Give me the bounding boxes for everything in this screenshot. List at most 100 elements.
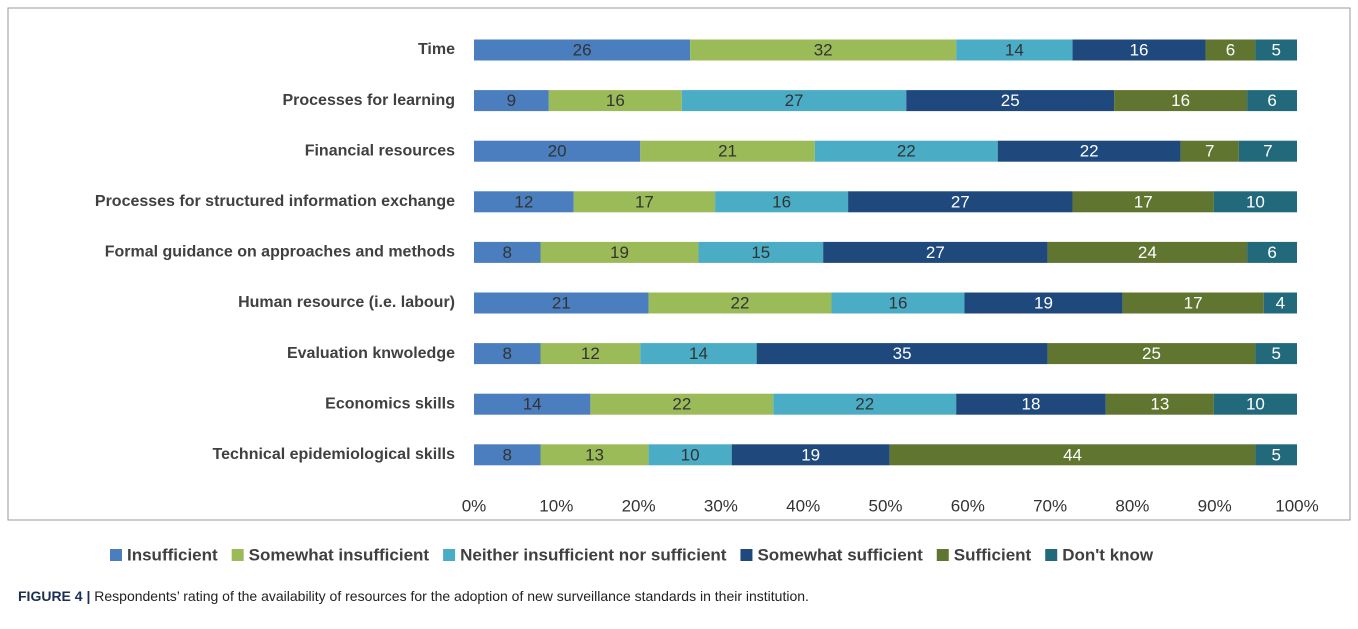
bar-segment: [1255, 343, 1297, 365]
bar-segment: [1205, 39, 1256, 61]
legend-swatch: [936, 549, 949, 561]
bar-segment: [474, 292, 649, 314]
data-label: 44: [1063, 445, 1082, 464]
bar-segment: [1263, 292, 1297, 314]
category-label: Formal guidance on approaches and method…: [105, 244, 455, 261]
legend-label: Neither insufficient nor sufficient: [460, 545, 727, 564]
bar-segment: [1072, 191, 1214, 213]
bar-segment: [648, 444, 732, 466]
bar-segment: [540, 343, 641, 365]
data-label: 27: [951, 192, 970, 211]
bar-segment: [773, 393, 957, 415]
category-label: Human resource (i.e. labour): [238, 294, 455, 311]
category-label: Technical epidemiological skills: [213, 446, 456, 463]
data-label: 24: [1138, 243, 1157, 262]
data-label: 18: [1022, 395, 1041, 414]
x-tick-label: 20%: [622, 496, 656, 515]
bar-segment: [540, 241, 699, 263]
bar-segment: [590, 393, 774, 415]
data-label: 25: [1142, 344, 1161, 363]
bar-segment: [474, 39, 691, 61]
legend-label: Somewhat insufficient: [249, 545, 430, 564]
bar-segment: [640, 140, 815, 162]
legend-swatch: [740, 549, 753, 561]
data-label: 25: [1001, 91, 1020, 110]
data-label: 12: [581, 344, 600, 363]
bar-segment: [474, 444, 541, 466]
x-tick-label: 50%: [868, 496, 902, 515]
data-label: 14: [689, 344, 708, 363]
bar-segment: [823, 241, 1048, 263]
data-label: 17: [1184, 293, 1203, 312]
data-label: 21: [552, 293, 571, 312]
bar-segment: [474, 343, 541, 365]
bar-segment: [690, 39, 957, 61]
legend-swatch: [110, 549, 122, 561]
bar-segment: [956, 39, 1073, 61]
bar-segment: [756, 343, 1048, 365]
data-label: 17: [1134, 192, 1153, 211]
bar-segment: [540, 444, 649, 466]
data-label: 10: [1246, 192, 1265, 211]
bar-segment: [698, 241, 824, 263]
x-tick-label: 80%: [1115, 496, 1149, 515]
bar-segment: [1047, 241, 1248, 263]
x-tick-label: 60%: [951, 496, 985, 515]
data-label: 16: [889, 293, 908, 312]
legend-label: Somewhat sufficient: [757, 545, 923, 564]
bar-segment: [889, 444, 1256, 466]
x-tick-label: 30%: [704, 496, 738, 515]
category-label: Evaluation knwoledge: [287, 345, 455, 362]
bar-segment: [814, 140, 998, 162]
legend-label: Sufficient: [954, 545, 1032, 564]
bar-segment: [997, 140, 1181, 162]
data-label: 7: [1263, 142, 1272, 161]
legend-swatch: [231, 549, 244, 561]
data-label: 22: [855, 395, 874, 414]
data-label: 8: [503, 445, 512, 464]
legend-label: Don't know: [1062, 545, 1154, 564]
x-tick-label: 40%: [786, 496, 820, 515]
data-label: 9: [507, 91, 516, 110]
bar-segment: [715, 191, 849, 213]
bar-segment: [1122, 292, 1264, 314]
data-label: 8: [503, 243, 512, 262]
chart: 0% 10% 20% 30% 40% 50% 60% 70% 80% 90% 100% Time 26 3…: [7, 7, 1351, 564]
data-label: 4: [1276, 293, 1285, 312]
category-label: Financial resources: [305, 142, 455, 159]
category-label: Economics skills: [325, 395, 455, 412]
bar-segment: [1213, 191, 1297, 213]
data-label: 14: [1005, 40, 1024, 59]
caption-label: FIGURE 4 |: [18, 588, 91, 604]
data-label: 13: [1150, 395, 1169, 414]
data-label: 5: [1271, 344, 1280, 363]
caption: FIGURE 4 | Respondents’ rating of the av…: [18, 588, 809, 604]
bar-segment: [1238, 140, 1297, 162]
data-label: 10: [681, 445, 700, 464]
data-label: 16: [1171, 91, 1190, 110]
bar-segment: [474, 191, 574, 213]
data-label: 27: [926, 243, 945, 262]
data-label: 35: [893, 344, 912, 363]
bar-segment: [474, 393, 591, 415]
x-tick-label: 0%: [462, 496, 487, 515]
category-label: Processes for structured information exc…: [95, 193, 455, 210]
data-label: 16: [1130, 40, 1149, 59]
chart-frame: [7, 7, 1351, 521]
data-label: 22: [731, 293, 750, 312]
bar-segment: [474, 241, 541, 263]
bar-segment: [474, 90, 549, 112]
data-label: 16: [606, 91, 625, 110]
data-label: 19: [801, 445, 820, 464]
x-tick-label: 10%: [539, 496, 573, 515]
bar-segment: [964, 292, 1123, 314]
bar-segment: [1255, 39, 1297, 61]
bar-segment: [1247, 241, 1297, 263]
bar-segment: [906, 90, 1115, 112]
data-label: 19: [610, 243, 629, 262]
data-label: 22: [1080, 142, 1099, 161]
data-label: 12: [514, 192, 533, 211]
bar-segment: [1105, 393, 1214, 415]
bar-segment: [956, 393, 1106, 415]
x-tick-label: 90%: [1198, 496, 1232, 515]
